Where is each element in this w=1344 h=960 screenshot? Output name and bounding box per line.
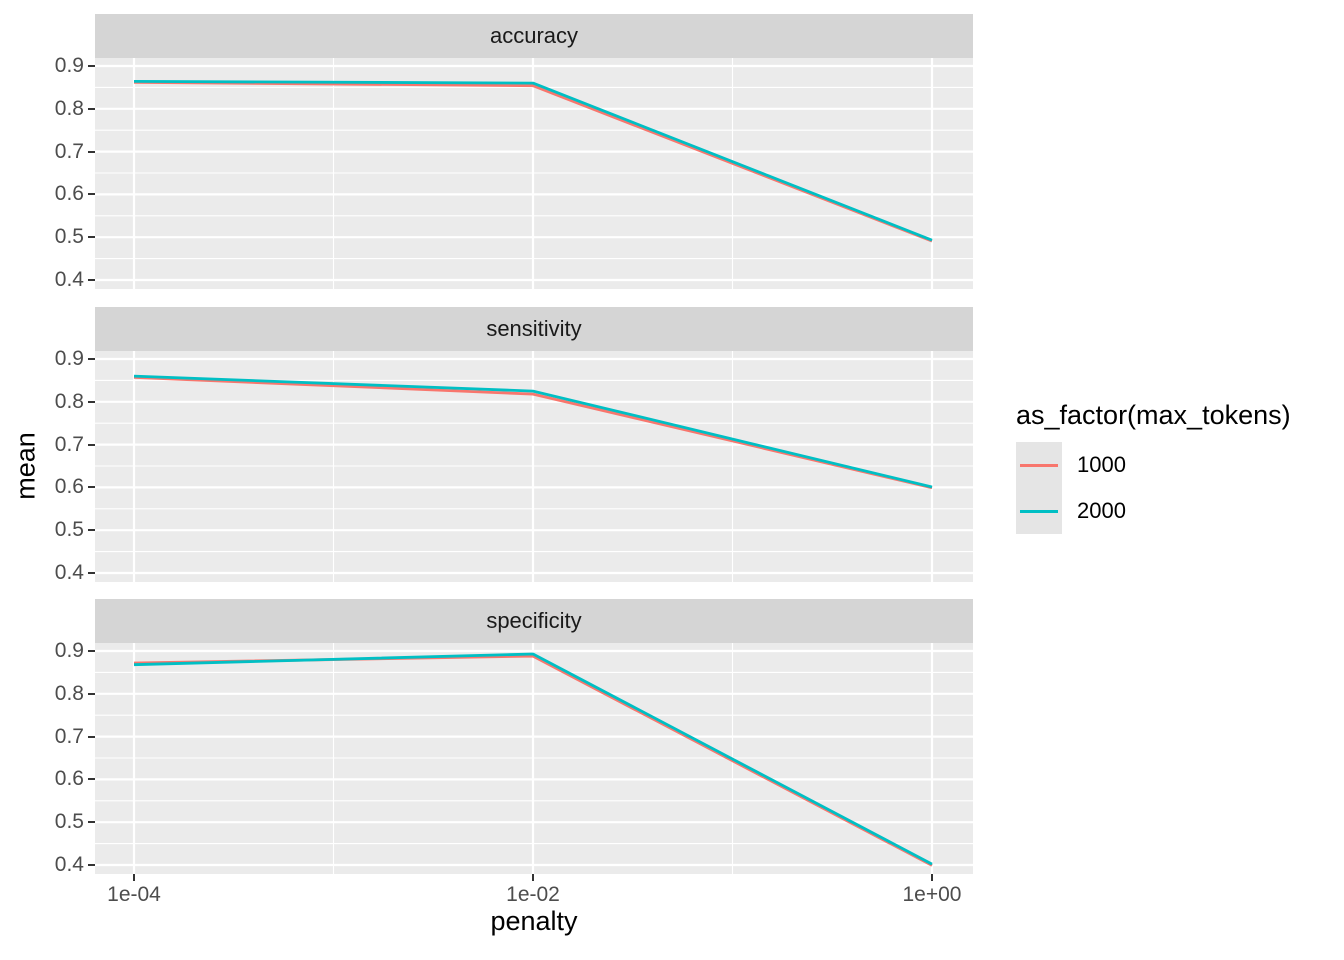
y-tick-label: 0.7: [54, 725, 84, 748]
facet-panel-specificity: [95, 643, 973, 874]
facet-plot-specificity: [95, 643, 973, 874]
y-tick-label: 0.8: [54, 390, 84, 413]
y-tick-label: 0.5: [54, 225, 84, 248]
y-tick-label: 0.9: [54, 639, 84, 662]
x-tick-label: 1e-04: [107, 883, 161, 906]
legend-line-icon-1000: [1020, 463, 1058, 467]
y-tick-mark: [88, 864, 95, 866]
y-tick-mark: [88, 279, 95, 281]
y-tick-mark: [88, 486, 95, 488]
y-tick-label: 0.9: [54, 54, 84, 77]
legend-entry-1000: 1000: [1016, 442, 1291, 488]
y-tick-label: 0.8: [54, 97, 84, 120]
y-tick-label: 0.8: [54, 682, 84, 705]
facet-strip-accuracy: accuracy: [95, 14, 973, 58]
y-tick-mark: [88, 650, 95, 652]
x-tick-mark: [532, 874, 534, 881]
y-tick-mark: [88, 236, 95, 238]
y-tick-label: 0.4: [54, 853, 84, 876]
legend: as_factor(max_tokens) 1000 2000: [1016, 400, 1291, 534]
facet-panel-accuracy: [95, 58, 973, 289]
series-line-sensitivity-2000: [133, 374, 933, 489]
y-tick-mark: [88, 821, 95, 823]
y-tick-mark: [88, 358, 95, 360]
facet-title-specificity: specificity: [486, 608, 582, 633]
facet-title-sensitivity: sensitivity: [486, 316, 582, 341]
y-tick-label: 0.6: [54, 767, 84, 790]
y-tick-label: 0.6: [54, 475, 84, 498]
y-tick-mark: [88, 193, 95, 195]
y-tick-mark: [88, 693, 95, 695]
y-tick-label: 0.5: [54, 810, 84, 833]
x-tick-mark: [133, 874, 135, 881]
y-tick-mark: [88, 401, 95, 403]
y-tick-mark: [88, 572, 95, 574]
y-tick-label: 0.7: [54, 140, 84, 163]
y-tick-mark: [88, 444, 95, 446]
y-tick-label: 0.9: [54, 347, 84, 370]
legend-title: as_factor(max_tokens): [1016, 400, 1291, 430]
facet-plot-sensitivity: [95, 351, 973, 582]
y-tick-label: 0.5: [54, 518, 84, 541]
y-tick-mark: [88, 65, 95, 67]
y-tick-label: 0.4: [54, 268, 84, 291]
facet-title-accuracy: accuracy: [489, 23, 579, 48]
series-line-accuracy-2000: [133, 80, 933, 242]
legend-keys: 1000 2000: [1016, 442, 1291, 534]
facet-strip-sensitivity: sensitivity: [95, 307, 973, 351]
legend-label-2000: 2000: [1077, 498, 1126, 523]
y-tick-mark: [88, 778, 95, 780]
facet-plot-accuracy: [95, 58, 973, 289]
x-tick-mark: [931, 874, 933, 881]
legend-label-1000: 1000: [1077, 452, 1126, 477]
y-tick-mark: [88, 151, 95, 153]
x-axis-title: penalty: [490, 906, 578, 936]
legend-key-2000: [1016, 488, 1062, 534]
x-tick-label: 1e-02: [506, 883, 560, 906]
series-line-specificity-2000: [133, 652, 933, 866]
y-tick-mark: [88, 108, 95, 110]
y-tick-mark: [88, 529, 95, 531]
y-tick-label: 0.4: [54, 561, 84, 584]
y-tick-mark: [88, 736, 95, 738]
legend-line-icon-2000: [1020, 509, 1058, 513]
legend-key-1000: [1016, 442, 1062, 488]
series-line-sensitivity-1000: [133, 376, 933, 490]
legend-entry-2000: 2000: [1016, 488, 1291, 534]
facet-strip-specificity: specificity: [95, 599, 973, 643]
y-tick-label: 0.7: [54, 433, 84, 456]
facet-panel-sensitivity: [95, 351, 973, 582]
x-tick-label: 1e+00: [902, 883, 962, 906]
y-tick-label: 0.6: [54, 182, 84, 205]
